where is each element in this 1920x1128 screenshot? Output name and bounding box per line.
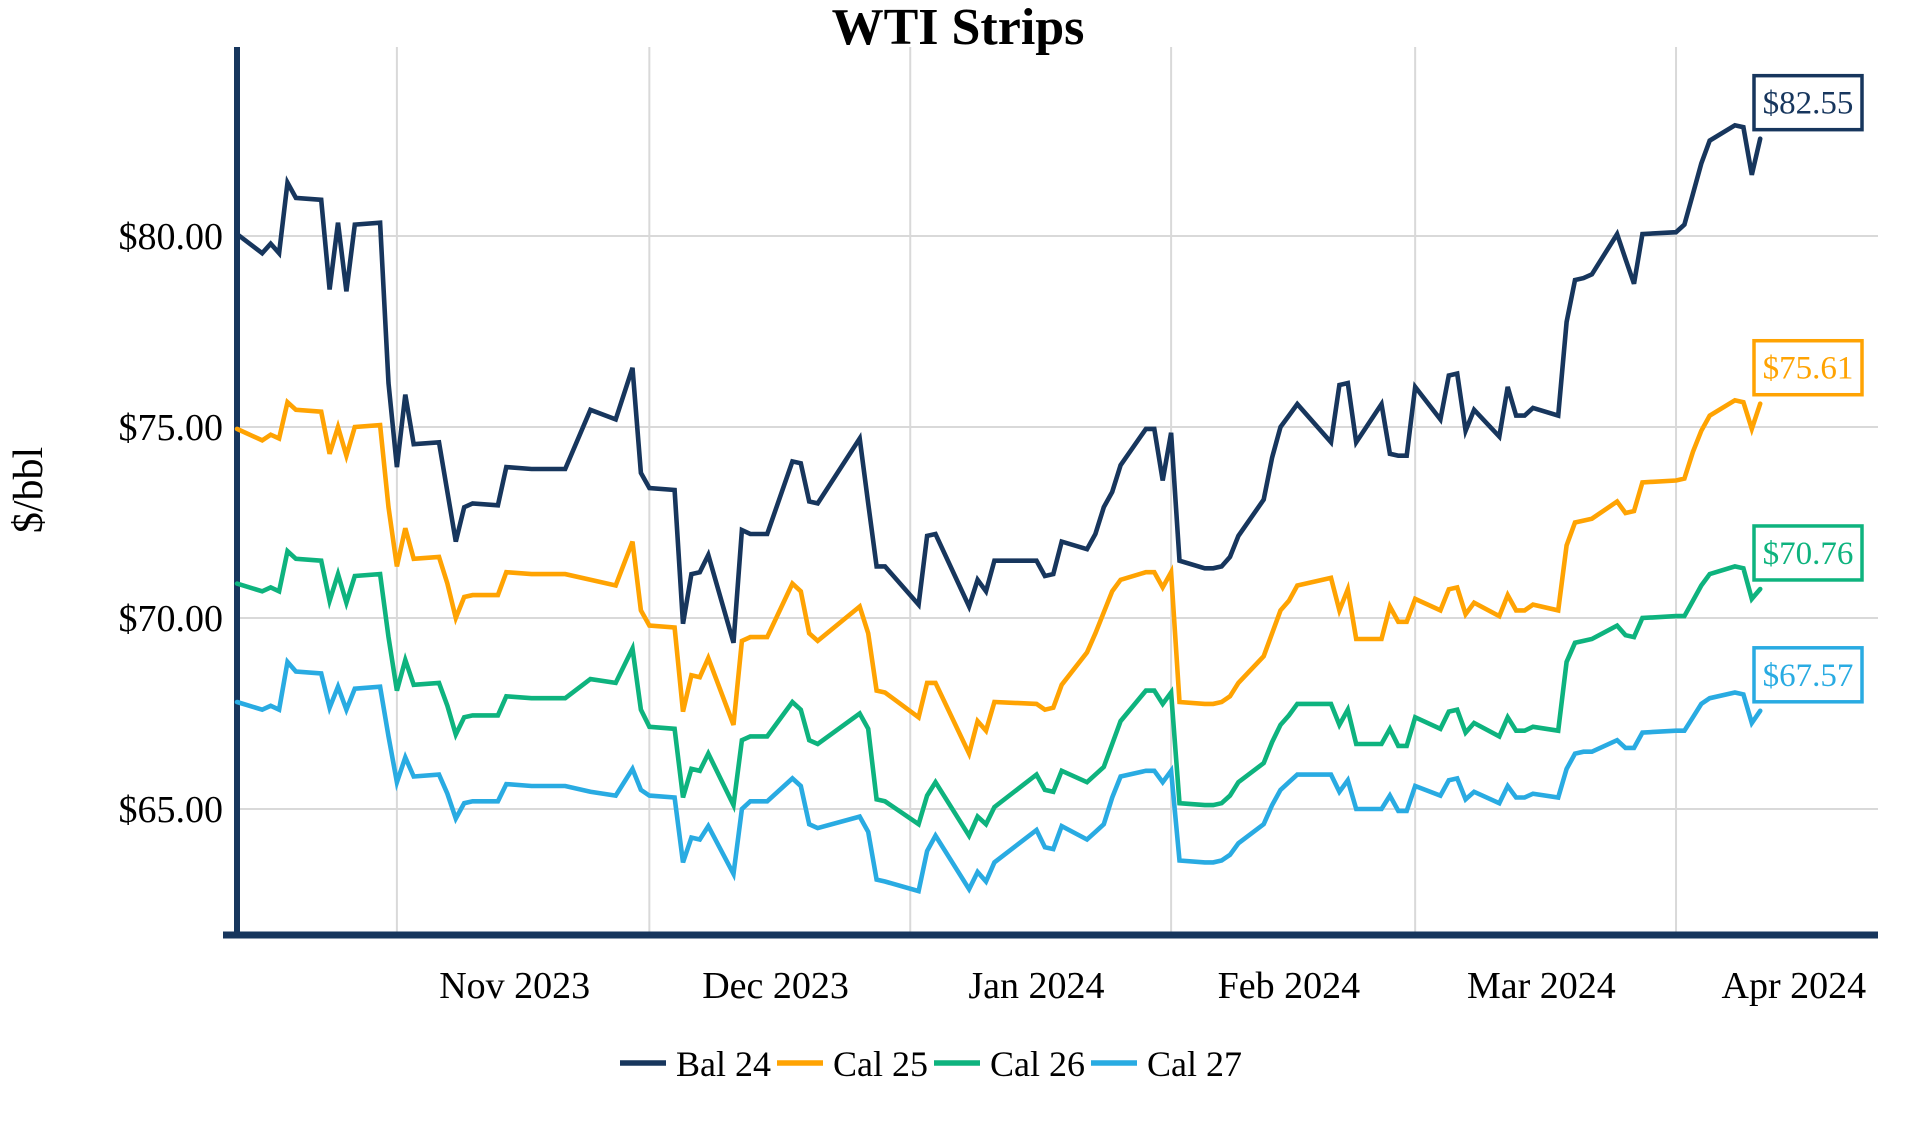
end-label-layer: $82.55 $75.61 $70.76 $67.57 (1752, 73, 1864, 704)
series-line-cal-25 (234, 397, 1763, 761)
x-tick-label: Nov 2023 (439, 965, 590, 1007)
y-axis-title: $/bbl (6, 447, 52, 533)
end-label-value-cal-27: $67.57 (1763, 658, 1854, 694)
series-line-bal-24 (234, 122, 1763, 644)
x-tick-label: Jan 2024 (968, 965, 1104, 1007)
x-tick-label: Apr 2024 (1722, 965, 1867, 1007)
x-tick-label: Dec 2023 (702, 965, 849, 1007)
legend-label: Cal 27 (1147, 1044, 1242, 1084)
series-line-cal-26 (234, 546, 1763, 841)
end-label-value-cal-26: $70.76 (1763, 536, 1854, 572)
grid-layer (237, 47, 1878, 935)
legend-label: Cal 25 (833, 1044, 928, 1084)
legend-item-cal-27: Cal 27 (1091, 1044, 1242, 1084)
end-label-box-cal-25 (1752, 338, 1864, 397)
y-tick-label: $75.00 (119, 407, 224, 449)
chart-title: WTI Strips (832, 0, 1085, 56)
x-tick-label: Mar 2024 (1467, 965, 1616, 1007)
end-label-value-cal-25: $75.61 (1763, 351, 1854, 387)
end-label-box-bal-24 (1752, 73, 1864, 132)
y-tick-label: $65.00 (119, 789, 224, 831)
legend-label: Bal 24 (676, 1044, 771, 1084)
end-label-box-cal-27 (1752, 646, 1864, 704)
series-line-cal-27 (234, 656, 1763, 894)
y-tick-label: $70.00 (119, 598, 224, 640)
x-tick-label: Feb 2024 (1218, 965, 1361, 1007)
end-label-value-bal-24: $82.55 (1763, 86, 1854, 122)
end-label-box-cal-26 (1752, 524, 1864, 582)
legend-item-bal-24: Bal 24 (620, 1044, 771, 1084)
legend-label: Cal 26 (990, 1044, 1085, 1084)
axis-layer (223, 47, 1878, 939)
legend: Bal 24 Cal 25 Cal 26 Cal 27 (620, 1044, 1242, 1084)
tick-label-layer: $65.00 $70.00 $75.00 $80.00 Nov 2023 Dec 2023… (119, 216, 1867, 1007)
y-tick-label: $80.00 (119, 216, 224, 258)
series-layer (234, 122, 1763, 894)
legend-item-cal-26: Cal 26 (934, 1044, 1085, 1084)
legend-item-cal-25: Cal 25 (777, 1044, 928, 1084)
